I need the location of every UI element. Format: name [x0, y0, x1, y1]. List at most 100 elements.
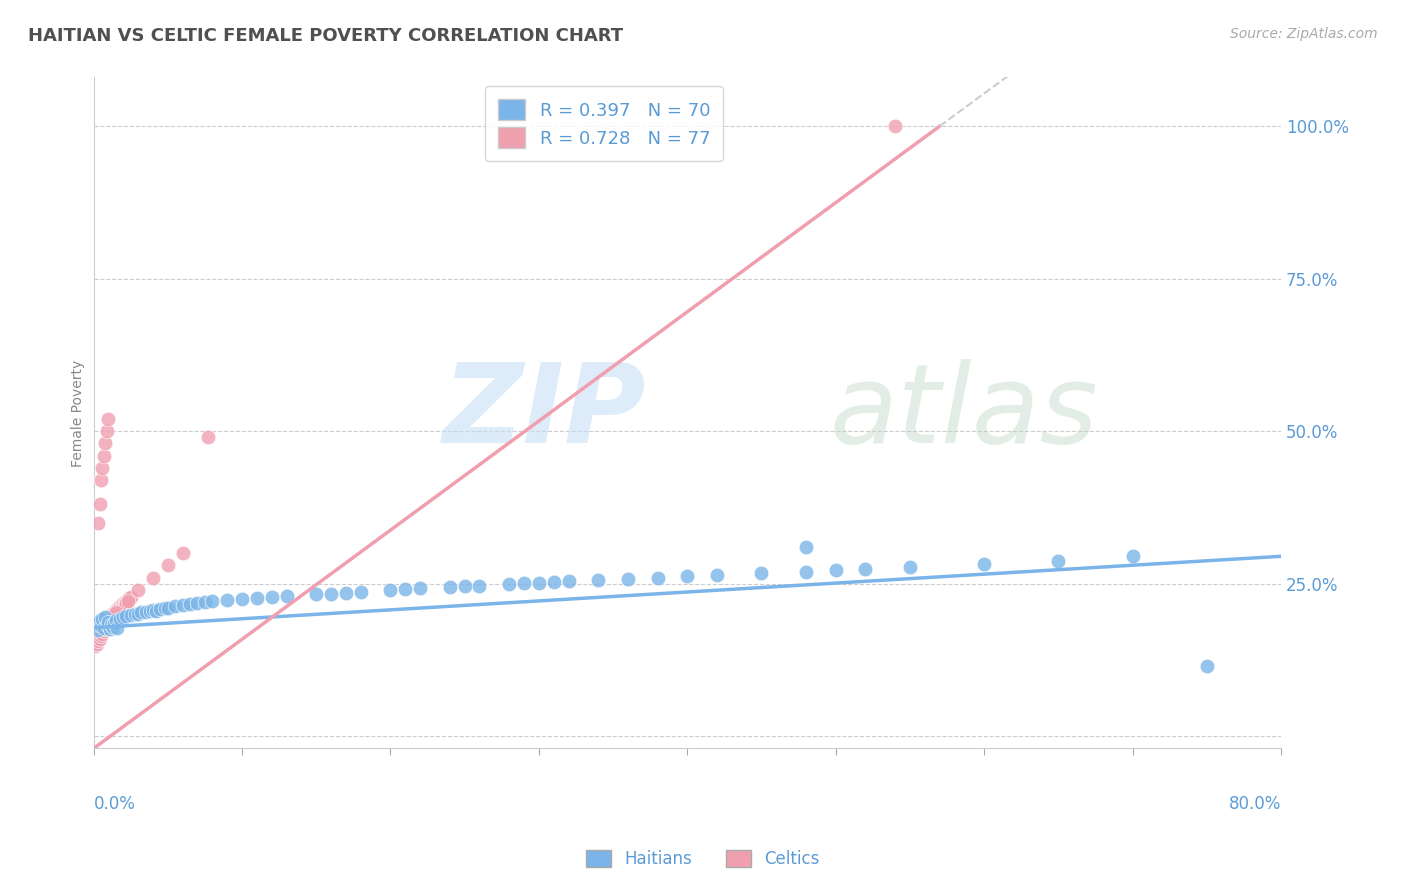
Point: [94, 615, 117, 629]
Point: [201, 594, 224, 608]
Point: [91, 627, 114, 641]
Point: [453, 579, 475, 593]
Point: [98, 616, 121, 631]
Point: [898, 560, 921, 574]
Point: [139, 604, 162, 618]
Point: [186, 596, 208, 610]
Point: [86, 624, 108, 639]
Point: [114, 595, 136, 609]
Point: [276, 589, 298, 603]
Text: HAITIAN VS CELTIC FEMALE POVERTY CORRELATION CHART: HAITIAN VS CELTIC FEMALE POVERTY CORRELA…: [28, 27, 623, 45]
Point: [97, 618, 120, 632]
Point: [90, 627, 112, 641]
Point: [124, 607, 146, 622]
Point: [90, 473, 112, 487]
Point: [112, 596, 135, 610]
Point: [100, 615, 122, 629]
Point: [118, 591, 141, 606]
Point: [89, 613, 111, 627]
Point: [142, 571, 165, 585]
Point: [117, 592, 139, 607]
Point: [246, 591, 269, 605]
Point: [1122, 549, 1144, 564]
Point: [513, 576, 536, 591]
Point: [145, 604, 167, 618]
Point: [794, 565, 817, 579]
Legend: Haitians, Celtics: Haitians, Celtics: [579, 843, 827, 875]
Point: [100, 612, 122, 626]
Point: [135, 605, 157, 619]
Point: [87, 634, 110, 648]
Point: [319, 586, 342, 600]
Point: [110, 599, 132, 614]
Point: [107, 601, 129, 615]
Point: [527, 575, 550, 590]
Point: [543, 574, 565, 589]
Point: [107, 606, 129, 620]
Point: [439, 580, 461, 594]
Point: [110, 611, 132, 625]
Point: [127, 607, 149, 621]
Point: [86, 616, 108, 631]
Point: [194, 595, 217, 609]
Point: [112, 599, 135, 614]
Point: [824, 563, 846, 577]
Point: [93, 449, 115, 463]
Point: [111, 598, 134, 612]
Point: [101, 620, 124, 634]
Point: [1195, 659, 1218, 673]
Point: [172, 598, 194, 612]
Point: [87, 516, 110, 530]
Point: [120, 590, 142, 604]
Point: [380, 582, 402, 597]
Point: [101, 607, 124, 622]
Point: [110, 604, 132, 618]
Point: [676, 569, 699, 583]
Point: [97, 617, 120, 632]
Point: [114, 598, 136, 612]
Point: [97, 611, 120, 625]
Point: [1047, 554, 1070, 568]
Point: [91, 625, 114, 640]
Point: [120, 608, 142, 623]
Point: [335, 586, 357, 600]
Point: [105, 621, 128, 635]
Point: [751, 566, 773, 581]
Point: [115, 609, 138, 624]
Point: [96, 424, 118, 438]
Point: [96, 618, 118, 632]
Point: [89, 632, 111, 646]
Point: [93, 616, 115, 631]
Point: [90, 619, 112, 633]
Point: [149, 602, 172, 616]
Point: [91, 612, 114, 626]
Point: [96, 619, 118, 633]
Point: [586, 573, 609, 587]
Point: [156, 558, 179, 573]
Point: [105, 602, 128, 616]
Text: 80.0%: 80.0%: [1229, 796, 1281, 814]
Point: [86, 632, 108, 647]
Point: [117, 594, 139, 608]
Point: [98, 622, 121, 636]
Point: [94, 610, 117, 624]
Point: [104, 605, 127, 619]
Point: [305, 587, 328, 601]
Point: [93, 624, 115, 638]
Point: [794, 540, 817, 554]
Point: [103, 611, 125, 625]
Point: [98, 615, 121, 629]
Point: [87, 623, 110, 637]
Point: [103, 607, 125, 622]
Point: [142, 603, 165, 617]
Point: [129, 606, 152, 620]
Point: [557, 574, 579, 589]
Legend: R = 0.397   N = 70, R = 0.728   N = 77: R = 0.397 N = 70, R = 0.728 N = 77: [485, 87, 723, 161]
Point: [94, 436, 117, 450]
Point: [89, 621, 111, 635]
Point: [84, 634, 107, 648]
Point: [153, 601, 176, 615]
Point: [217, 593, 239, 607]
Point: [115, 596, 138, 610]
Point: [127, 582, 149, 597]
